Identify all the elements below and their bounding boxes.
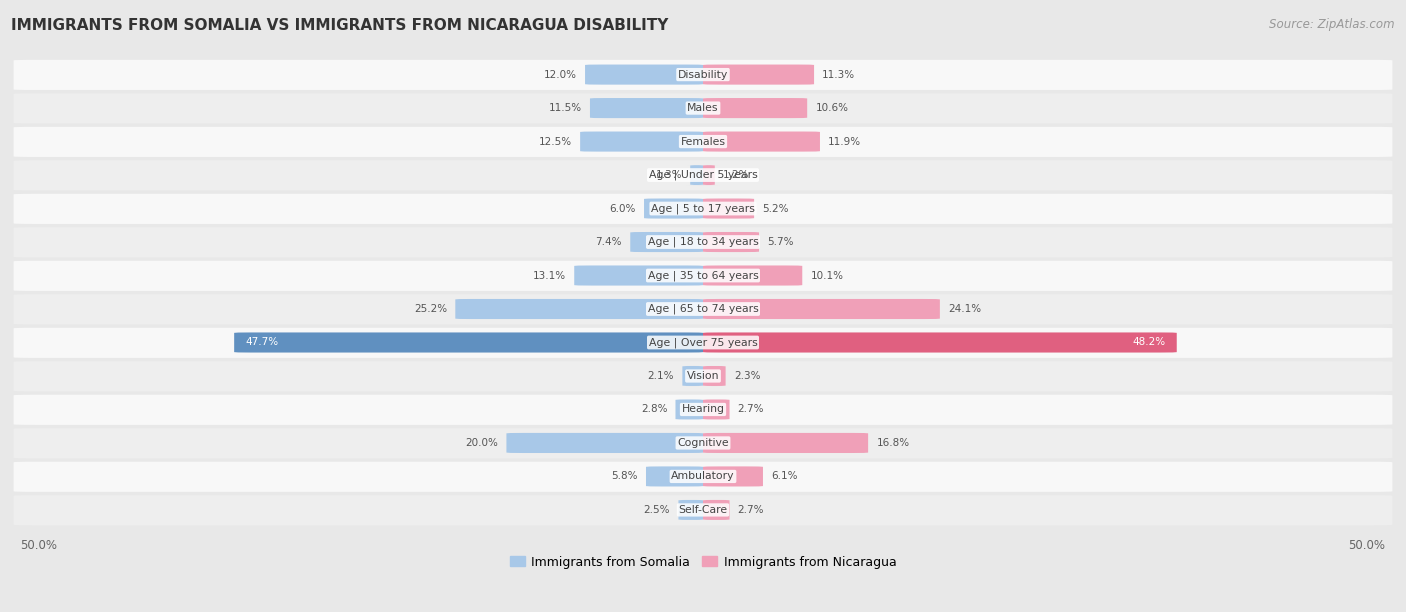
Text: Cognitive: Cognitive [678,438,728,448]
FancyBboxPatch shape [703,232,759,252]
Text: 20.0%: 20.0% [465,438,498,448]
Text: 24.1%: 24.1% [948,304,981,314]
Text: Age | 5 to 17 years: Age | 5 to 17 years [651,203,755,214]
Text: 2.3%: 2.3% [734,371,761,381]
Text: 1.3%: 1.3% [655,170,682,180]
FancyBboxPatch shape [506,433,703,453]
Text: 16.8%: 16.8% [876,438,910,448]
Text: 10.1%: 10.1% [810,271,844,280]
Text: 2.8%: 2.8% [641,405,668,414]
Legend: Immigrants from Somalia, Immigrants from Nicaragua: Immigrants from Somalia, Immigrants from… [505,551,901,573]
Text: 12.0%: 12.0% [544,70,576,80]
FancyBboxPatch shape [630,232,703,252]
FancyBboxPatch shape [14,395,1392,425]
FancyBboxPatch shape [14,60,1392,90]
Text: 25.2%: 25.2% [413,304,447,314]
FancyBboxPatch shape [14,160,1392,190]
FancyBboxPatch shape [14,227,1392,258]
Text: 2.5%: 2.5% [644,505,671,515]
Text: Self-Care: Self-Care [679,505,727,515]
Text: IMMIGRANTS FROM SOMALIA VS IMMIGRANTS FROM NICARAGUA DISABILITY: IMMIGRANTS FROM SOMALIA VS IMMIGRANTS FR… [11,18,669,34]
FancyBboxPatch shape [574,266,703,286]
Text: Source: ZipAtlas.com: Source: ZipAtlas.com [1270,18,1395,31]
FancyBboxPatch shape [14,261,1392,291]
Text: 6.0%: 6.0% [609,204,636,214]
Text: 5.2%: 5.2% [762,204,789,214]
Text: Age | 18 to 34 years: Age | 18 to 34 years [648,237,758,247]
FancyBboxPatch shape [703,332,1177,353]
FancyBboxPatch shape [699,165,720,185]
FancyBboxPatch shape [675,400,703,419]
FancyBboxPatch shape [703,400,730,419]
Text: Males: Males [688,103,718,113]
FancyBboxPatch shape [14,328,1392,358]
Text: 2.7%: 2.7% [738,505,765,515]
Text: Disability: Disability [678,70,728,80]
Text: Females: Females [681,136,725,146]
FancyBboxPatch shape [14,127,1392,157]
Text: 11.5%: 11.5% [548,103,582,113]
Text: 13.1%: 13.1% [533,271,567,280]
Text: 50.0%: 50.0% [1348,539,1385,551]
FancyBboxPatch shape [585,64,703,84]
FancyBboxPatch shape [14,461,1392,492]
Text: Vision: Vision [686,371,720,381]
FancyBboxPatch shape [703,366,725,386]
FancyBboxPatch shape [14,428,1392,458]
Text: 48.2%: 48.2% [1133,337,1166,348]
FancyBboxPatch shape [456,299,703,319]
Text: 7.4%: 7.4% [596,237,621,247]
FancyBboxPatch shape [581,132,703,152]
Text: 6.1%: 6.1% [770,471,797,482]
Text: Hearing: Hearing [682,405,724,414]
FancyBboxPatch shape [703,64,814,84]
FancyBboxPatch shape [14,94,1392,124]
Text: Age | Over 75 years: Age | Over 75 years [648,337,758,348]
Text: 12.5%: 12.5% [538,136,572,146]
Text: Age | 65 to 74 years: Age | 65 to 74 years [648,304,758,314]
FancyBboxPatch shape [703,500,730,520]
Text: 1.2%: 1.2% [723,170,749,180]
FancyBboxPatch shape [235,332,703,353]
FancyBboxPatch shape [703,466,763,487]
FancyBboxPatch shape [679,500,703,520]
FancyBboxPatch shape [14,194,1392,224]
FancyBboxPatch shape [703,198,754,218]
Text: Age | Under 5 years: Age | Under 5 years [648,170,758,181]
FancyBboxPatch shape [14,495,1392,525]
Text: Ambulatory: Ambulatory [671,471,735,482]
Text: 5.7%: 5.7% [768,237,794,247]
FancyBboxPatch shape [703,98,807,118]
FancyBboxPatch shape [703,433,868,453]
Text: 2.1%: 2.1% [648,371,673,381]
Text: Age | 35 to 64 years: Age | 35 to 64 years [648,271,758,281]
Text: 10.6%: 10.6% [815,103,848,113]
FancyBboxPatch shape [703,266,803,286]
Text: 50.0%: 50.0% [21,539,58,551]
Text: 11.3%: 11.3% [823,70,855,80]
FancyBboxPatch shape [14,294,1392,324]
FancyBboxPatch shape [645,466,703,487]
FancyBboxPatch shape [591,98,703,118]
FancyBboxPatch shape [682,366,703,386]
Text: 5.8%: 5.8% [612,471,638,482]
FancyBboxPatch shape [644,198,703,218]
Text: 11.9%: 11.9% [828,136,862,146]
Text: 2.7%: 2.7% [738,405,765,414]
Text: 47.7%: 47.7% [245,337,278,348]
FancyBboxPatch shape [686,165,707,185]
FancyBboxPatch shape [14,361,1392,392]
FancyBboxPatch shape [703,132,820,152]
FancyBboxPatch shape [703,299,939,319]
